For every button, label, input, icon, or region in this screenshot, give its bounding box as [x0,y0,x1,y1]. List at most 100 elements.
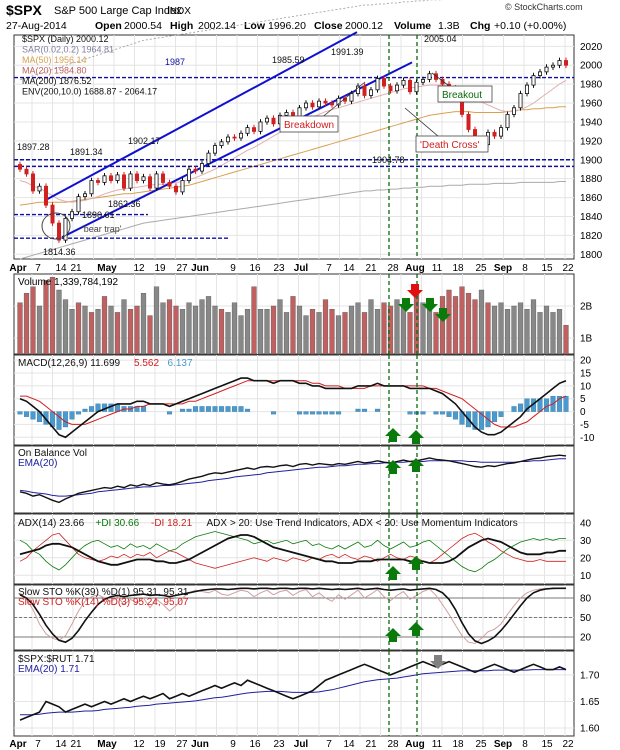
macd-histogram-bar [556,395,563,412]
candle-body [141,176,146,181]
envelope-upper-line [19,0,444,81]
macd-histogram-bar [225,406,231,412]
macd-histogram-bar [218,406,225,412]
macd-histogram-bar [452,411,459,420]
arrow-up-icon [408,458,424,472]
volume-bar [459,286,465,355]
candle-body [466,113,471,130]
price-annotation: 1891.34 [70,147,103,157]
legend-entry: ADX(14) 23.66 [18,518,85,529]
x-tick-label: 7 [326,263,332,274]
volume-bar [543,305,550,355]
volume-bar [524,309,530,355]
x-tick-label: 7 [35,739,41,750]
chg-value: +0.10 (+0.00%) [494,20,566,32]
y-tick-label: 40 [580,518,592,529]
arrow-down-icon [407,284,423,298]
candle-body [433,73,438,80]
volume-bar [218,309,225,355]
y-tick-label: 1.70 [580,670,600,681]
candle-body [219,141,224,146]
volume-bar [478,289,485,355]
candle-body [388,85,393,92]
open-label: Open [95,20,122,32]
close-label: Close [314,20,343,32]
volume-bar [322,299,329,355]
y-tick-label: 1820 [580,231,603,242]
volume-bar [199,299,205,355]
candle-body [538,71,543,77]
volume-bar [23,293,30,355]
volume-bar [426,305,433,355]
volume-bar [30,286,36,355]
macd-histogram-bar [179,408,186,412]
x-tick-label: Sep [494,263,512,274]
low-value: 1996.20 [268,20,306,32]
watermark: © StockCharts.com [505,2,583,12]
legend-entry: Slow STO %K(14) %D(3) 95.24, 95.07 [18,597,189,608]
volume-bar [303,315,309,355]
volume-bar [231,302,238,355]
low-label: Low [244,20,266,32]
x-tick-label: 28 [387,263,399,274]
callout-label: Breakdown [284,120,334,131]
y-tick-label: 10 [580,381,592,392]
candle-body [518,93,523,109]
candle-body [251,127,256,132]
candle-body [44,185,49,206]
volume-bar [140,293,147,355]
volume-bar [485,302,491,355]
macd-histogram-bar [56,411,62,430]
candle-body [316,100,321,108]
candle-body [83,193,88,198]
candle-body [271,117,276,125]
arrow-up-icon [385,566,401,580]
volume-bar [244,309,251,355]
candle-body [245,127,250,134]
macd-histogram-bar [303,411,309,415]
volume-bar [400,305,407,355]
volume-bar [264,309,270,355]
x-tick-label: Jun [191,739,209,750]
y-tick-label: 1.65 [580,697,600,708]
price-annotation: 1904.78 [372,155,405,165]
ma200-line [19,181,566,260]
volume-bar [153,286,160,355]
candle-body [427,73,432,80]
x-tick-label: 14 [343,263,355,274]
y-tick-label: 1880 [580,174,603,185]
macd-histogram-bar [361,408,368,412]
candle-body [557,60,562,66]
macd-histogram-bar [374,408,381,412]
y-tick-label: 20 [580,356,592,367]
price-annotation: 1862.36 [108,199,141,209]
x-tick-label: 9 [230,739,236,750]
x-tick-label: 16 [249,739,261,750]
volume-bar [550,312,556,355]
ratio-line [19,660,567,721]
close-value: 2000.12 [345,20,383,32]
macd-histogram-bar [205,406,212,412]
legend-entry: MACD(12,26,9) 11.699 [18,358,121,369]
price-panel: 1800 1820 1840 1860 1880 1900 1920 1940 1960 1980… [13,0,603,261]
arrow-up-icon [385,628,401,642]
x-tick-label: 19 [154,739,166,750]
macd-histogram-bar [30,411,36,420]
legend-entry: On Balance Vol [18,448,87,459]
candle-body [394,84,399,92]
volume-bar [205,296,212,355]
callout-box [279,115,339,133]
macd-histogram-bar [316,411,322,415]
macd-histogram-bar [335,411,342,415]
sto39-line [19,587,566,645]
candle-body [492,131,497,137]
candle-body [362,85,367,96]
candle-body [63,217,68,241]
candle-body [420,79,425,83]
x-axis-top: Apr 7 14 21 May 12 19 27 Jun 9 16 23 Jul 7 14 21 28 Aug 11… [9,263,574,274]
candle-body [551,64,556,68]
y-tick-label: 80 [580,594,592,605]
volume-value: 1.3B [438,20,460,32]
volume-bar [121,299,127,355]
